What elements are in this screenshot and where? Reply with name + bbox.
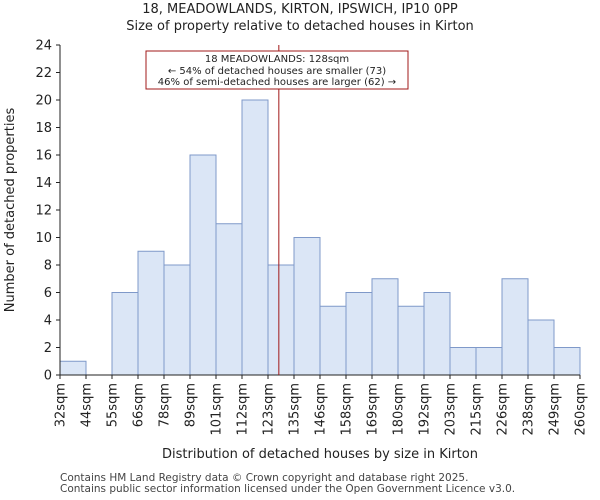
y-tick-label: 8	[44, 259, 52, 274]
y-tick-label: 16	[35, 149, 52, 164]
y-tick-label: 12	[35, 204, 52, 219]
y-tick-label: 24	[35, 39, 52, 54]
bar	[345, 292, 373, 376]
x-tick-label: 112sqm	[236, 383, 251, 436]
y-axis-label: Number of detached properties	[3, 108, 18, 313]
y-tick-label: 6	[44, 286, 52, 301]
y-tick-label: 14	[35, 176, 52, 191]
y-tick-label: 22	[35, 66, 52, 81]
bar	[241, 99, 269, 376]
bar	[111, 292, 139, 376]
x-tick-label: 249sqm	[548, 383, 563, 436]
annotation-box	[145, 50, 409, 90]
bar	[501, 278, 529, 376]
bar	[553, 347, 581, 376]
bar	[189, 154, 217, 376]
x-tick-label: 44sqm	[80, 383, 95, 427]
annotation-line-2: ← 54% of detached houses are smaller (73…	[168, 66, 386, 77]
footer-line-1: Contains HM Land Registry data © Crown c…	[60, 472, 469, 484]
bar	[371, 278, 399, 376]
x-tick-label: 78sqm	[158, 383, 173, 427]
bar	[397, 305, 425, 376]
x-tick-label: 215sqm	[470, 383, 485, 436]
x-tick-label: 158sqm	[340, 383, 355, 436]
y-tick-label: 18	[35, 121, 52, 136]
bar	[59, 360, 87, 376]
y-tick-label: 4	[44, 314, 52, 329]
x-tick-label: 32sqm	[54, 383, 69, 427]
y-tick-label: 2	[44, 341, 52, 356]
bar	[215, 223, 243, 376]
bar	[423, 292, 451, 376]
footer-line-2: Contains public sector information licen…	[60, 483, 516, 495]
x-tick-label: 135sqm	[288, 383, 303, 436]
x-tick-label: 238sqm	[522, 383, 537, 436]
x-tick-label: 123sqm	[262, 383, 277, 436]
x-tick-label: 101sqm	[210, 383, 225, 436]
bar	[267, 264, 295, 376]
x-tick-label: 89sqm	[184, 383, 199, 427]
bar	[163, 264, 191, 376]
x-tick-label: 66sqm	[132, 383, 147, 427]
annotation-line-1: 18 MEADOWLANDS: 128sqm	[205, 54, 349, 65]
bar	[449, 347, 477, 376]
annotation-line-3: 46% of semi-detached houses are larger (…	[158, 77, 396, 88]
x-tick-label: 180sqm	[392, 383, 407, 436]
chart-title: 18, MEADOWLANDS, KIRTON, IPSWICH, IP10 0…	[142, 2, 458, 17]
x-tick-label: 192sqm	[418, 383, 433, 436]
x-axis-label: Distribution of detached houses by size …	[162, 447, 478, 462]
x-tick-label: 55sqm	[106, 383, 121, 427]
bar	[293, 237, 321, 376]
bar	[475, 347, 503, 376]
x-tick-label: 226sqm	[496, 383, 511, 436]
bar	[319, 305, 347, 376]
x-tick-label: 203sqm	[444, 383, 459, 436]
y-tick-label: 20	[35, 94, 52, 109]
x-tick-label: 260sqm	[574, 383, 589, 436]
x-tick-label: 169sqm	[366, 383, 381, 436]
y-tick-label: 0	[44, 369, 52, 384]
bar	[527, 319, 555, 376]
y-tick-label: 10	[35, 231, 52, 246]
bar	[137, 250, 165, 376]
chart-subtitle: Size of property relative to detached ho…	[126, 19, 474, 34]
x-tick-label: 146sqm	[314, 383, 329, 436]
